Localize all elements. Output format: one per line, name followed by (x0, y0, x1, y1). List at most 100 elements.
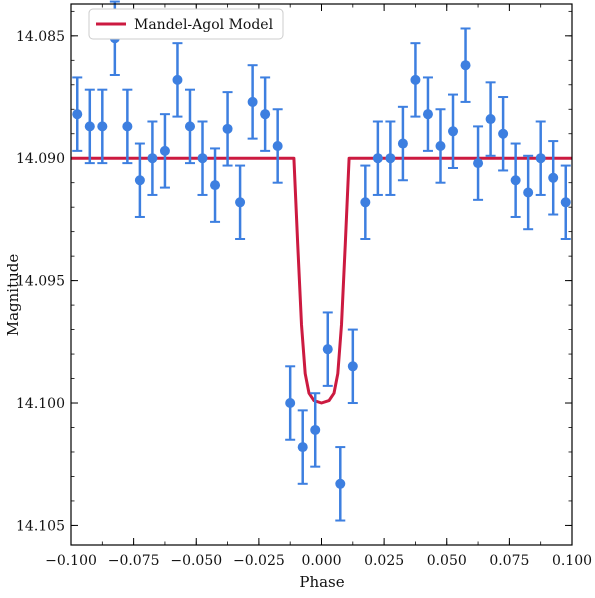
data-point (335, 446, 346, 522)
data-point (159, 113, 170, 189)
point-marker (210, 180, 221, 191)
point-marker (235, 197, 246, 208)
point-marker (134, 175, 145, 186)
data-point (372, 120, 383, 196)
x-tick-label: −0.025 (233, 553, 285, 569)
point-marker (159, 145, 170, 156)
data-point (422, 76, 433, 152)
data-point (510, 142, 521, 218)
data-point (498, 96, 509, 172)
data-point (285, 365, 296, 441)
point-marker (72, 109, 83, 120)
data-point (535, 120, 546, 196)
plot-frame (70, 3, 573, 546)
x-tick-label: −0.075 (108, 553, 160, 569)
point-marker (498, 128, 509, 139)
point-marker (460, 60, 471, 71)
data-point (473, 125, 484, 201)
point-marker (410, 74, 421, 85)
point-marker (260, 109, 271, 120)
data-point (122, 88, 133, 165)
y-tick-label: 14.085 (16, 29, 65, 45)
point-marker (560, 197, 571, 208)
data-point (448, 93, 459, 170)
point-marker (473, 158, 484, 169)
point-marker (360, 197, 371, 208)
data-point (84, 88, 95, 165)
point-marker (372, 153, 383, 164)
x-tick-label: 0.075 (489, 553, 529, 569)
data-points-layer (72, 0, 571, 522)
x-tick-label: 0.000 (301, 553, 341, 569)
data-point (310, 392, 321, 468)
point-marker (335, 478, 346, 489)
data-point (360, 164, 371, 241)
data-point (172, 42, 183, 118)
data-point (548, 140, 559, 216)
y-tick-label: 14.090 (16, 151, 65, 167)
data-point (385, 120, 396, 196)
y-axis-label: Magnitude (4, 254, 22, 337)
point-marker (272, 140, 283, 151)
point-marker (435, 140, 446, 151)
point-marker (485, 114, 496, 125)
data-point (147, 120, 158, 196)
x-tick-label: 0.050 (427, 553, 467, 569)
point-marker (297, 442, 308, 453)
data-point (272, 108, 283, 184)
model-curve (71, 156, 572, 405)
x-tick-label: −0.050 (170, 553, 222, 569)
legend: Mandel-Agol Model (88, 8, 284, 40)
y-tick-label: 14.105 (16, 518, 65, 534)
data-point (460, 27, 471, 103)
data-point (410, 42, 421, 118)
point-marker (197, 153, 208, 164)
data-point (97, 88, 108, 165)
data-point (134, 142, 145, 218)
point-marker (97, 121, 108, 132)
point-marker (347, 361, 358, 372)
point-marker (310, 424, 321, 435)
data-point (523, 154, 534, 231)
y-tick-label: 14.100 (16, 396, 65, 412)
data-point (260, 76, 271, 152)
x-tick-label: 0.025 (364, 553, 404, 569)
legend-label-model: Mandel-Agol Model (134, 17, 274, 33)
point-marker (385, 153, 396, 164)
model-layer (71, 156, 572, 405)
data-point (197, 120, 208, 196)
point-marker (448, 126, 459, 137)
y-tick-label: 14.095 (16, 274, 65, 290)
point-marker (184, 121, 195, 132)
point-marker (322, 344, 333, 355)
data-point (184, 88, 195, 165)
point-marker (535, 153, 546, 164)
data-point (210, 147, 221, 223)
point-marker (147, 153, 158, 164)
legend-box (88, 8, 284, 40)
x-axis-ticks: −0.100 −0.075 −0.050 −0.025 0.000 0.025 0.050 0… (45, 4, 592, 569)
point-marker (84, 121, 95, 132)
point-marker (510, 175, 521, 186)
point-marker (247, 96, 258, 107)
data-point (297, 409, 308, 485)
x-tick-label: −0.100 (45, 553, 97, 569)
point-marker (523, 187, 534, 198)
data-point (235, 164, 246, 241)
x-tick-label: 0.100 (552, 553, 592, 569)
data-point (72, 76, 83, 152)
point-marker (285, 398, 296, 409)
data-point (222, 91, 233, 167)
point-marker (222, 123, 233, 134)
data-point (435, 108, 446, 184)
y-axis-ticks: 14.085 14.090 14.095 14.100 14.105 (16, 10, 572, 534)
data-point (485, 81, 496, 157)
data-point (560, 164, 571, 241)
data-point (247, 64, 258, 140)
data-point (347, 328, 358, 405)
point-marker (397, 138, 408, 149)
data-point (397, 105, 408, 182)
x-axis-label: Phase (299, 573, 344, 591)
point-marker (422, 109, 433, 120)
